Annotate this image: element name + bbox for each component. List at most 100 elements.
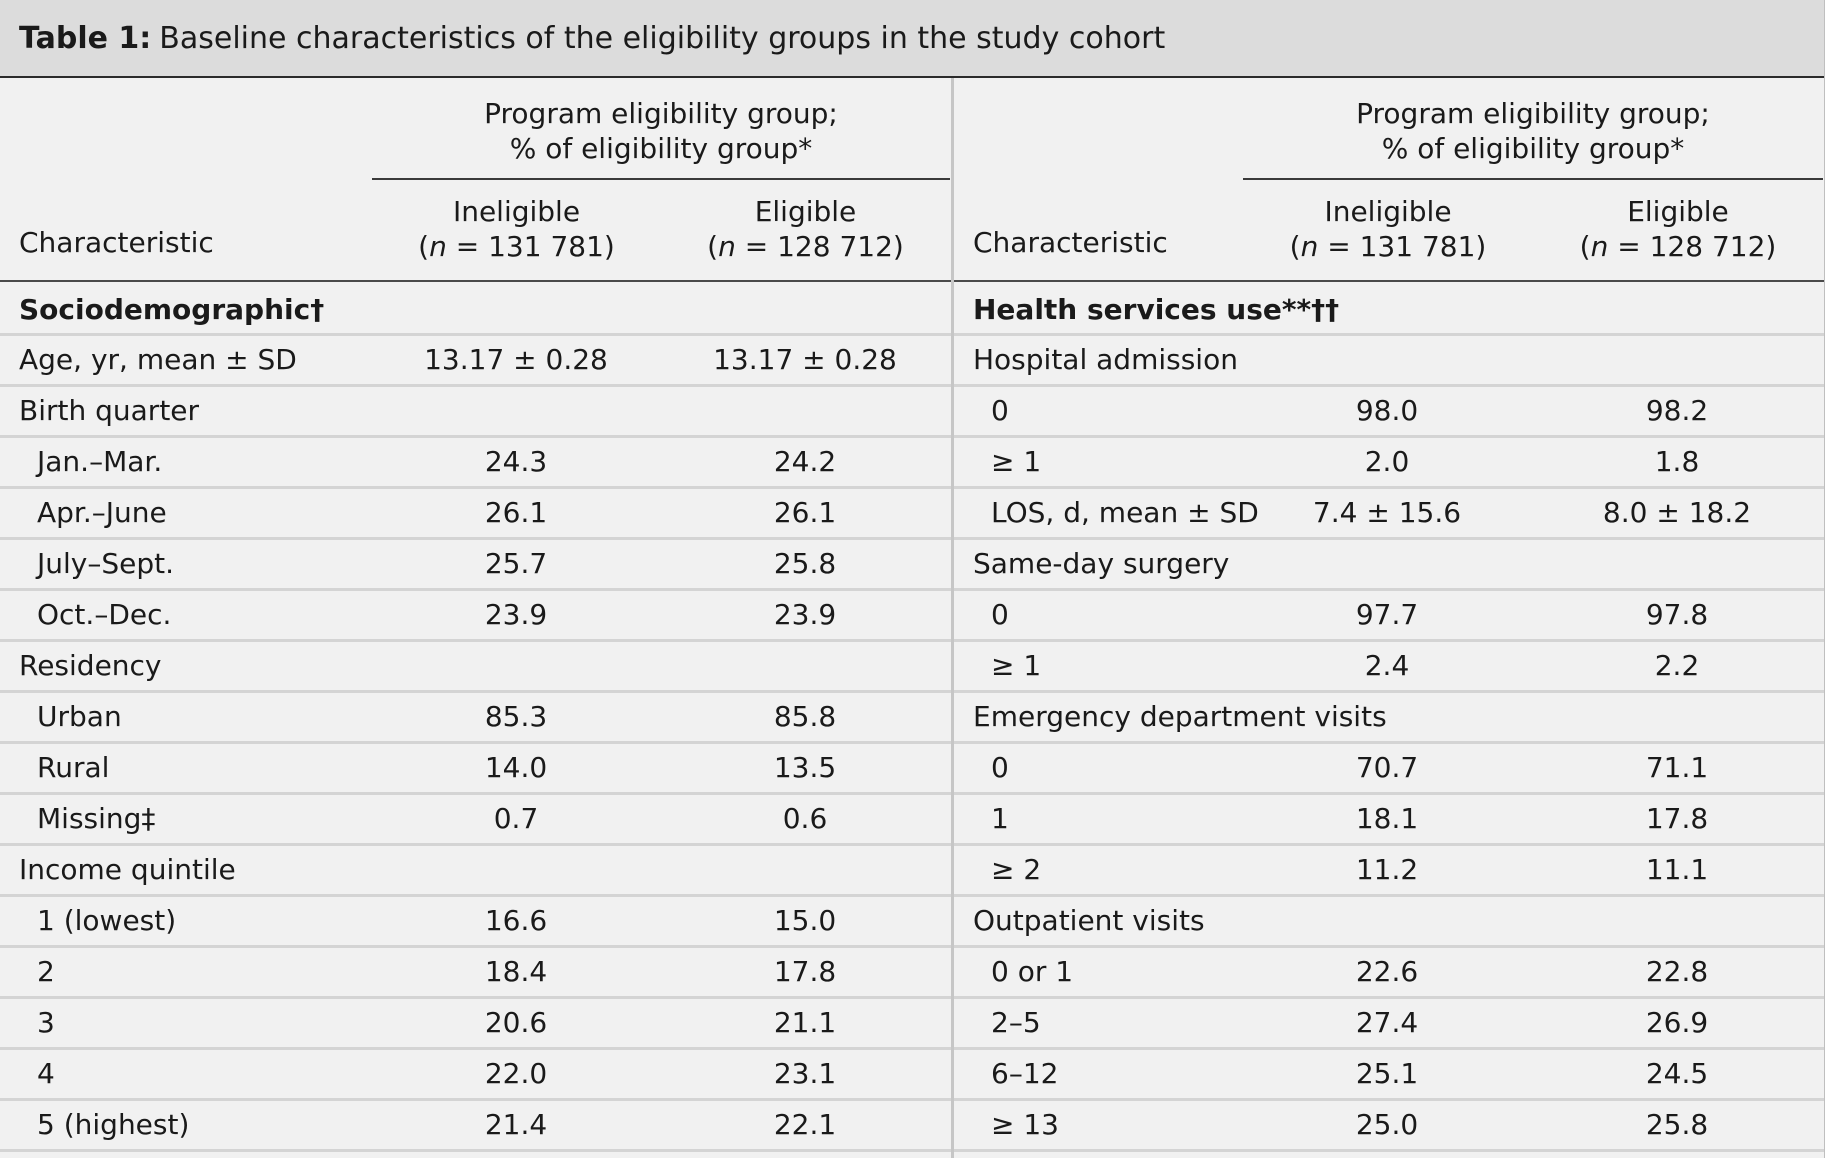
cell-eligible: 2.2 [1654, 649, 1700, 682]
row-label: Urban [37, 700, 122, 733]
cell-ineligible: 22.0 [484, 1057, 548, 1090]
row-label: Rural [37, 751, 110, 784]
table-row: 3 20.6 21.1 2–5 27.4 26.9 [0, 999, 1824, 1050]
cell-eligible [645, 282, 965, 330]
table-body: Sociodemographic† Health services use**††… [0, 282, 1824, 1152]
row-label: Age, yr, mean ± SD [19, 343, 297, 376]
table-row: Age, yr, mean ± SD 13.17 ± 0.28 13.17 ± 0.… [0, 336, 1824, 387]
row-label: ≥ 1 [991, 649, 1042, 682]
cell-ineligible [356, 846, 676, 894]
cell-eligible: 24.2 [773, 445, 837, 478]
row-label: 5 (highest) [37, 1108, 190, 1141]
cell-ineligible: 13.17 ± 0.28 [424, 343, 608, 376]
cell-eligible [1517, 897, 1826, 945]
cell-eligible: 26.1 [773, 496, 837, 529]
cell-ineligible: 98.0 [1355, 394, 1419, 427]
row-label: Health services use**†† [973, 293, 1340, 326]
table-row: Income quintile ≥ 2 11.2 11.1 [0, 846, 1824, 897]
row-label: 0 [991, 751, 1009, 784]
table-row: Birth quarter 0 98.0 98.2 [0, 387, 1824, 438]
cell-eligible [1517, 693, 1826, 741]
cell-ineligible: 97.7 [1355, 598, 1419, 631]
group-header-right: Program eligibility group; % of eligibil… [1243, 96, 1823, 166]
cell-eligible [645, 642, 965, 690]
cell-eligible: 8.0 ± 18.2 [1602, 496, 1752, 529]
cell-ineligible [356, 387, 676, 435]
cell-eligible: 23.1 [773, 1057, 837, 1090]
cell-ineligible: 85.3 [484, 700, 548, 733]
cell-ineligible: 18.4 [484, 955, 548, 988]
table-row: Residency ≥ 1 2.4 2.2 [0, 642, 1824, 693]
cell-ineligible: 2.0 [1364, 445, 1410, 478]
row-label: 4 [37, 1057, 55, 1090]
row-label: 3 [37, 1006, 55, 1039]
group-header-line1: Program eligibility group; [484, 97, 838, 130]
cell-ineligible: 25.0 [1355, 1108, 1419, 1141]
cell-ineligible [356, 642, 676, 690]
table-row: Oct.–Dec. 23.9 23.9 0 97.7 97.8 [0, 591, 1824, 642]
row-label: 1 [991, 802, 1009, 835]
cell-eligible: 1.8 [1654, 445, 1700, 478]
cell-eligible: 26.9 [1645, 1006, 1709, 1039]
cell-eligible [645, 387, 965, 435]
cell-eligible: 13.5 [773, 751, 837, 784]
cell-eligible: 0.6 [782, 802, 828, 835]
row-label: ≥ 13 [991, 1108, 1059, 1141]
cell-eligible [645, 846, 965, 894]
row-label: 2–5 [991, 1006, 1041, 1039]
cell-eligible: 25.8 [1645, 1108, 1709, 1141]
cell-ineligible [1227, 693, 1547, 741]
cell-eligible: 25.8 [773, 547, 837, 580]
cell-ineligible [1227, 540, 1547, 588]
col-eligible-n: (n = 128 712) [707, 230, 904, 263]
table-row: Urban 85.3 85.8 Emergency department visits [0, 693, 1824, 744]
cell-eligible: 11.1 [1645, 853, 1709, 886]
row-label: 1 (lowest) [37, 904, 177, 937]
cell-eligible: 17.8 [773, 955, 837, 988]
row-label: Hospital admission [973, 343, 1238, 376]
row-label: Emergency department visits [973, 700, 1387, 733]
cell-ineligible: 7.4 ± 15.6 [1312, 496, 1462, 529]
col-ineligible-n: (n = 131 781) [1289, 230, 1487, 263]
column-divider [951, 78, 954, 1158]
row-label: Sociodemographic† [19, 293, 325, 326]
row-label: Same-day surgery [973, 547, 1230, 580]
cell-ineligible: 70.7 [1355, 751, 1419, 784]
col-header-eligible-right: Eligible (n = 128 712) [1533, 194, 1823, 264]
cell-ineligible: 0.7 [493, 802, 539, 835]
table-row: Sociodemographic† Health services use**†† [0, 282, 1824, 336]
cell-ineligible: 25.1 [1355, 1057, 1419, 1090]
cell-ineligible: 27.4 [1355, 1006, 1419, 1039]
row-label: ≥ 2 [991, 853, 1042, 886]
col-ineligible-n: (n = 131 781) [418, 230, 615, 263]
row-label: Income quintile [19, 853, 236, 886]
group-header-line1: Program eligibility group; [1356, 97, 1710, 130]
table-row: Missing‡ 0.7 0.6 1 18.1 17.8 [0, 795, 1824, 846]
cell-ineligible: 16.6 [484, 904, 548, 937]
table-row: 2 18.4 17.8 0 or 1 22.6 22.8 [0, 948, 1824, 999]
cell-ineligible: 20.6 [484, 1006, 548, 1039]
row-label: ≥ 1 [991, 445, 1042, 478]
cell-eligible: 17.8 [1645, 802, 1709, 835]
group-header-line2: % of eligibility group* [509, 132, 813, 165]
col-ineligible-label: Ineligible [452, 195, 581, 228]
cell-eligible: 22.8 [1645, 955, 1709, 988]
col-header-eligible-left: Eligible (n = 128 712) [661, 194, 950, 264]
col-header-ineligible-left: Ineligible (n = 131 781) [372, 194, 661, 264]
row-label: 0 [991, 394, 1009, 427]
group-header-left: Program eligibility group; % of eligibil… [372, 96, 950, 166]
cell-ineligible: 26.1 [484, 496, 548, 529]
cell-eligible: 24.5 [1645, 1057, 1709, 1090]
caption-label: Table 1: [19, 20, 152, 56]
cell-eligible [1517, 282, 1826, 330]
row-label: 6–12 [991, 1057, 1059, 1090]
cell-ineligible [1227, 336, 1547, 384]
cell-eligible: 71.1 [1645, 751, 1709, 784]
row-label: 0 or 1 [991, 955, 1074, 988]
cell-ineligible: 24.3 [484, 445, 548, 478]
cell-ineligible: 23.9 [484, 598, 548, 631]
caption-text: Baseline characteristics of the eligibil… [159, 20, 1166, 56]
table-caption: Table 1: Baseline characteristics of the… [0, 0, 1824, 78]
row-label: Residency [19, 649, 162, 682]
